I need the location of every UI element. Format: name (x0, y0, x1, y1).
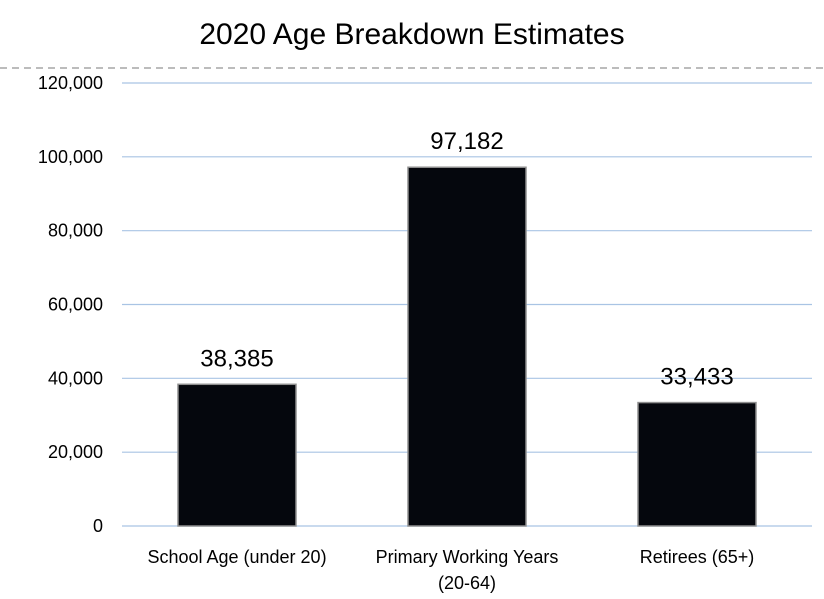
x-category-label: Retirees (65+) (640, 547, 755, 567)
x-axis-category-labels: School Age (under 20) Primary Working Yea… (147, 547, 754, 593)
y-tick-label: 100,000 (38, 147, 103, 167)
y-tick-label: 0 (93, 516, 103, 536)
bar (637, 401, 757, 527)
data-label: 38,385 (200, 345, 273, 372)
bar (407, 166, 527, 527)
chart-title: 2020 Age Breakdown Estimates (199, 18, 624, 51)
y-tick-label: 40,000 (48, 368, 103, 388)
y-tick-label: 80,000 (48, 221, 103, 241)
bars (177, 166, 757, 527)
y-axis-tick-labels: 0 20,000 40,000 60,000 80,000 100,000 120,000 (38, 73, 103, 536)
y-tick-label: 120,000 (38, 73, 103, 93)
x-category-label: (20-64) (438, 573, 496, 593)
data-label: 97,182 (430, 128, 503, 155)
bar (177, 383, 297, 527)
data-labels: 38,385 97,182 33,433 (200, 128, 733, 390)
data-label: 33,433 (660, 364, 733, 391)
y-tick-label: 20,000 (48, 442, 103, 462)
x-category-label: Primary Working Years (376, 547, 559, 567)
x-category-label: School Age (under 20) (147, 547, 326, 567)
y-tick-label: 60,000 (48, 295, 103, 315)
